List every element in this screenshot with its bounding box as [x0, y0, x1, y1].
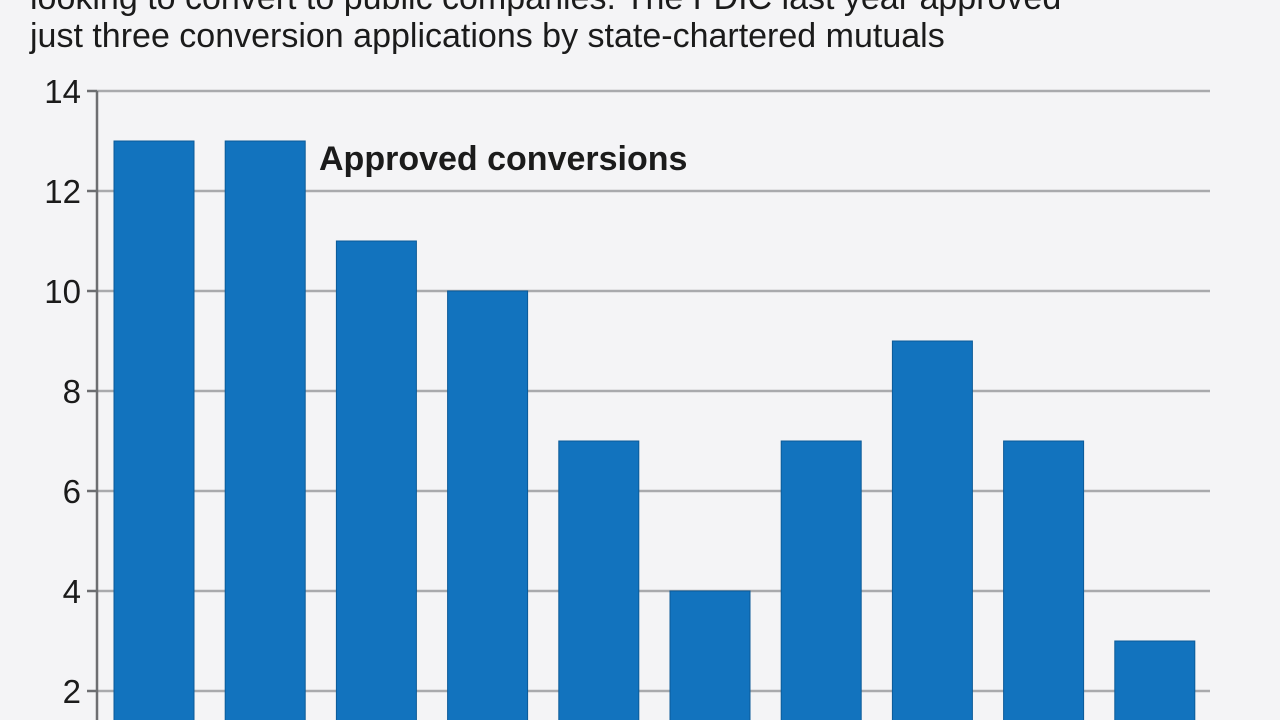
- bar-3: [335, 240, 417, 720]
- bar-9: [1003, 440, 1085, 720]
- annotations: Approved conversions: [319, 140, 687, 178]
- bars: [113, 140, 1196, 720]
- y-tick-label: 10: [44, 273, 81, 310]
- y-axis: 2 4 6 8 10 12 14: [44, 73, 99, 720]
- bar-7: [780, 440, 862, 720]
- bar-6: [669, 590, 751, 720]
- chart-subtitle-line-2: just three conversion applications by st…: [30, 17, 945, 55]
- bar-4: [447, 290, 529, 720]
- bar-1: [113, 140, 195, 720]
- bar-10: [1114, 640, 1196, 720]
- y-tick-label: 4: [63, 573, 81, 610]
- y-tick-label: 2: [63, 673, 81, 710]
- series-annotation-label: Approved conversions: [319, 140, 687, 178]
- y-tick-label: 8: [63, 373, 81, 410]
- bar-8: [891, 340, 973, 720]
- y-tick-label: 14: [44, 73, 81, 110]
- bar-5: [558, 440, 640, 720]
- y-tick-label: 6: [63, 473, 81, 510]
- y-tick-label: 12: [44, 173, 81, 210]
- chart-subtitle-line-1: looking to convert to public companies. …: [30, 0, 1270, 18]
- bar-2: [224, 140, 306, 720]
